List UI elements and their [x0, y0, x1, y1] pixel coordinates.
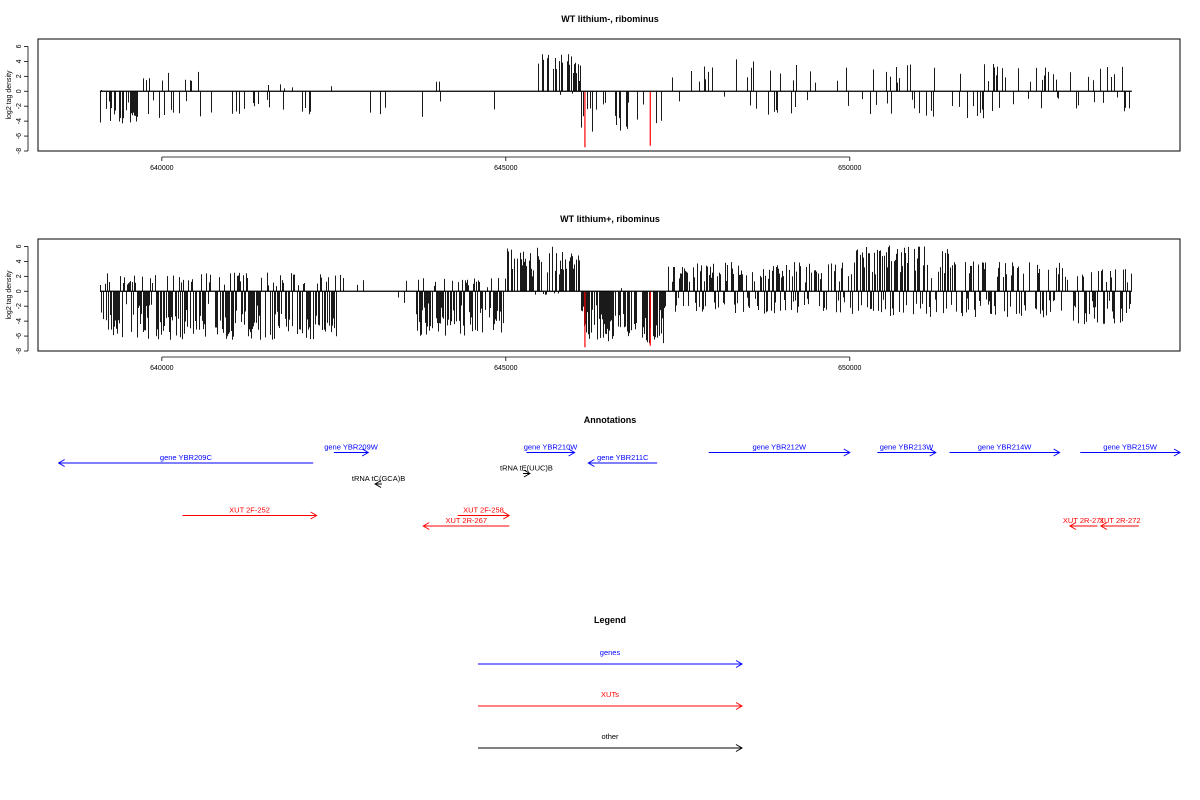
annotation-gene-ybr213w: gene YBR213W — [877, 443, 937, 457]
y-tick-label: -8 — [16, 348, 23, 354]
y-tick-label: -6 — [16, 333, 23, 339]
panel-1-ylabel: log2 tag density — [6, 70, 13, 120]
annotation-arrow-head — [1099, 522, 1108, 530]
legend: Legend genes XUTs other — [478, 615, 743, 752]
annotation-label: XUT 2R-271 — [1063, 516, 1105, 525]
annotation-arrow-head — [523, 469, 531, 478]
panel-2-x-axis: 640000 645000 650000 — [150, 356, 862, 372]
annotation-gene-ybr210w: gene YBR210W — [524, 443, 579, 457]
x-tick-label: 650000 — [838, 365, 861, 372]
annotation-arrow-head — [422, 522, 430, 530]
annotation-xut-2r-271: XUT 2R-271 — [1063, 516, 1105, 530]
y-tick-label: 4 — [16, 259, 23, 263]
panel-1-frame — [37, 38, 1181, 152]
legend-label: other — [601, 732, 619, 741]
annotation-label: gene YBR209C — [160, 453, 213, 462]
annotation-label: gene YBR209W — [324, 443, 379, 452]
annotation-arrow-head — [57, 459, 65, 467]
annotation-label: gene YBR211C — [597, 453, 649, 462]
annotation-features: gene YBR209C gene YBR209W gene YBR210W gene… — [57, 443, 1181, 530]
annotation-label: XUT 2R-272 — [1099, 516, 1141, 525]
y-tick-label: 0 — [16, 89, 23, 93]
annotation-xut-2r-272: XUT 2R-272 — [1099, 516, 1141, 530]
annotation-trna-te-uuc-b: tRNA tE(UUC)B — [500, 464, 553, 478]
panel-1-title: WT lithium-, ribominus — [561, 14, 659, 24]
annotation-label: tRNA tE(UUC)B — [500, 464, 553, 473]
panel-2-title: WT lithium+, ribominus — [560, 214, 660, 224]
annotation-arrow-head — [310, 511, 318, 520]
annotation-label: gene YBR212W — [752, 443, 807, 452]
legend-item-other: other — [478, 732, 743, 752]
y-tick-label: -2 — [16, 303, 23, 309]
annotation-label: tRNA tC(GCA)B — [352, 474, 405, 483]
x-tick-label: 645000 — [494, 365, 517, 372]
y-tick-label: 0 — [16, 289, 23, 293]
panel-2-highlight-bars — [584, 291, 651, 348]
y-tick-label: -8 — [16, 148, 23, 154]
panel-1-y-axis: -8 -6 -4 -2 0 2 4 6 — [16, 44, 29, 154]
panel-lithium-plus: WT lithium+, ribominus log2 tag density … — [6, 214, 1181, 372]
x-tick-label: 650000 — [838, 165, 861, 172]
annotation-arrow-head — [361, 448, 370, 457]
annotation-gene-ybr209c: gene YBR209C — [57, 453, 314, 467]
annotation-label: gene YBR210W — [524, 443, 579, 452]
y-tick-label: 6 — [16, 244, 23, 248]
annotation-gene-ybr215w: gene YBR215W — [1080, 443, 1181, 457]
annotation-arrow-head — [1173, 448, 1181, 457]
y-tick-label: -4 — [16, 118, 23, 124]
y-tick-label: 6 — [16, 44, 23, 48]
annotation-label: gene YBR214W — [978, 443, 1033, 452]
y-tick-label: -2 — [16, 103, 23, 109]
legend-label: genes — [600, 648, 621, 657]
y-tick-label: -4 — [16, 318, 23, 324]
x-tick-label: 640000 — [150, 365, 173, 372]
panel-1-bars — [100, 54, 1130, 132]
legend-item-xuts: XUTs — [478, 690, 743, 710]
y-tick-label: 2 — [16, 274, 23, 278]
annotation-xut-2f-252: XUT 2F-252 — [182, 506, 318, 520]
annotation-arrow-head — [1053, 448, 1061, 457]
legend-arrow-head — [735, 660, 743, 668]
annotation-label: XUT 2F-258 — [463, 506, 504, 515]
panel-1-x-axis: 640000 645000 650000 — [150, 156, 862, 172]
panel-2-frame — [37, 238, 1181, 352]
x-tick-label: 645000 — [494, 165, 517, 172]
panel-lithium-minus: WT lithium-, ribominus log2 tag density … — [6, 14, 1181, 172]
panel-2-ylabel: log2 tag density — [6, 270, 13, 320]
annotation-arrow-head — [587, 459, 595, 467]
annotation-arrow-head — [568, 448, 576, 457]
annotation-arrow-head — [843, 448, 851, 457]
x-tick-label: 640000 — [150, 165, 173, 172]
legend-arrow-head — [735, 744, 743, 752]
y-tick-label: -6 — [16, 133, 23, 139]
legend-items: genes XUTs other — [478, 648, 743, 752]
legend-label: XUTs — [601, 690, 619, 699]
annotation-gene-ybr214w: gene YBR214W — [949, 443, 1061, 457]
annotation-xut-2f-258: XUT 2F-258 — [457, 506, 511, 520]
annotation-label: XUT 2F-252 — [229, 506, 270, 515]
y-tick-label: 2 — [16, 74, 23, 78]
legend-item-genes: genes — [478, 648, 743, 668]
annotation-arrow-head — [502, 511, 511, 520]
annotation-arrow-head — [1068, 522, 1077, 530]
annotation-label: gene YBR213W — [880, 443, 935, 452]
legend-title: Legend — [594, 615, 626, 625]
annotation-gene-ybr209w: gene YBR209W — [324, 443, 379, 457]
annotation-label: gene YBR215W — [1103, 443, 1158, 452]
panel-1-highlight-bars — [584, 91, 651, 148]
annotations-title: Annotations — [584, 415, 637, 425]
annotation-gene-ybr212w: gene YBR212W — [708, 443, 851, 457]
panel-2-bars — [100, 245, 1132, 344]
annotation-arrow-head — [929, 448, 937, 457]
annotation-trna-tc-gca-b: tRNA tC(GCA)B — [352, 474, 405, 488]
annotation-xut-2r-267: XUT 2R-267 — [422, 516, 510, 530]
legend-arrow-head — [735, 702, 743, 710]
panel-2-y-axis: -8 -6 -4 -2 0 2 4 6 — [16, 244, 29, 354]
y-tick-label: 4 — [16, 59, 23, 63]
annotation-arrow-head — [374, 480, 382, 488]
annotation-label: XUT 2R-267 — [445, 516, 487, 525]
annotation-gene-ybr211c: gene YBR211C — [587, 453, 658, 467]
